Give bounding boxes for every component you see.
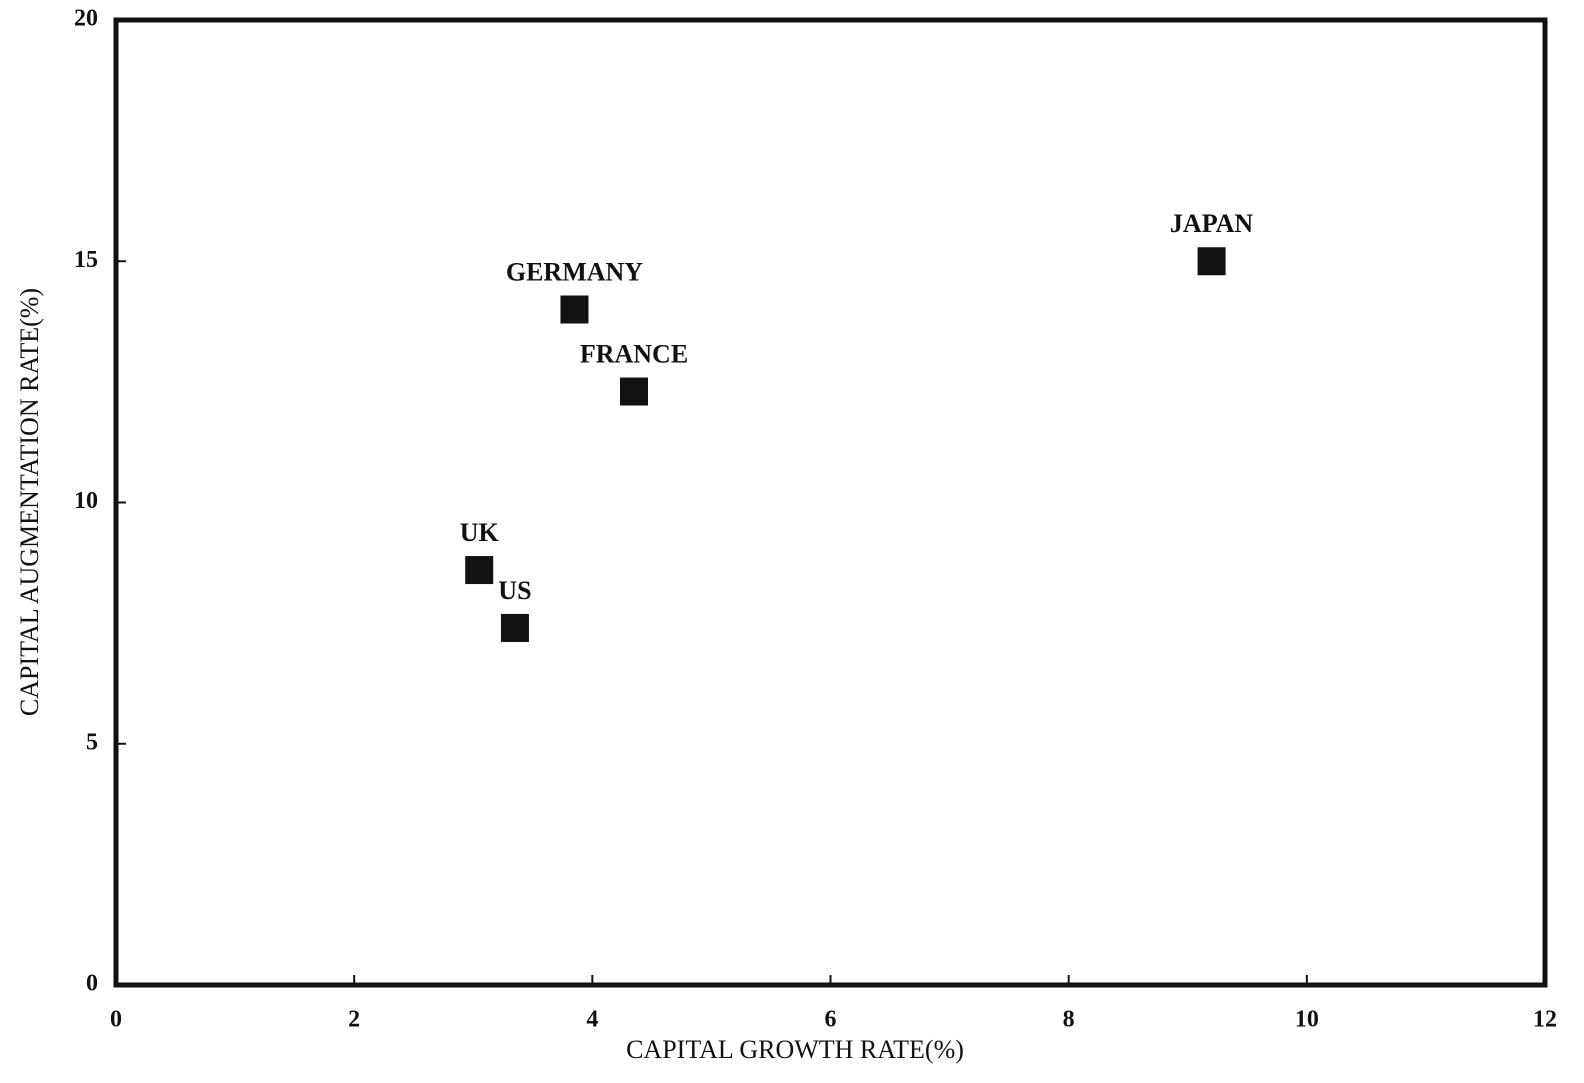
x-tick-label: 10 [1295,1007,1319,1033]
point-label: FRANCE [580,339,688,368]
plot-frame [113,17,1548,988]
point-label: GERMANY [506,257,643,286]
marker [560,295,589,324]
x-tick-label: 0 [110,1007,122,1033]
x-tick-label: 12 [1533,1007,1557,1033]
x-tick-label: 8 [1063,1007,1075,1033]
x-tick-label: 2 [348,1007,360,1033]
y-tick-label: 5 [86,729,98,755]
marker [620,377,649,406]
x-axis-title: CAPITAL GROWTH RATE(%) [626,1035,964,1064]
y-tick-label: 10 [74,488,98,514]
x-tick-label: 4 [586,1007,598,1033]
y-tick-label: 20 [74,6,98,32]
marker [500,613,529,642]
y-axis-title: CAPITAL AUGMENTATION RATE(%) [15,288,44,716]
x-tick-label: 6 [825,1007,837,1033]
y-tick-label: 0 [86,971,98,997]
marker [465,556,494,585]
point-label: US [498,576,531,605]
y-tick-label: 15 [74,247,98,273]
point-label: UK [460,518,500,547]
point-label: JAPAN [1170,209,1254,238]
marker [1197,247,1226,276]
